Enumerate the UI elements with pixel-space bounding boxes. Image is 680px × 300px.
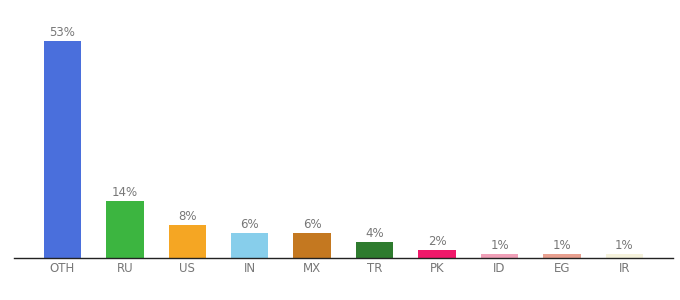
Text: 2%: 2%: [428, 235, 446, 248]
Text: 8%: 8%: [178, 210, 197, 223]
Text: 6%: 6%: [303, 218, 322, 231]
Text: 53%: 53%: [50, 26, 75, 39]
Bar: [418, 250, 456, 258]
Bar: [294, 233, 331, 258]
Text: 6%: 6%: [241, 218, 259, 231]
Bar: [481, 254, 518, 258]
Text: 1%: 1%: [553, 239, 571, 252]
Bar: [543, 254, 581, 258]
Text: 1%: 1%: [615, 239, 634, 252]
Text: 14%: 14%: [112, 186, 138, 199]
Text: 4%: 4%: [365, 226, 384, 240]
Bar: [169, 225, 206, 258]
Bar: [356, 242, 393, 258]
Text: 1%: 1%: [490, 239, 509, 252]
Bar: [231, 233, 269, 258]
Bar: [606, 254, 643, 258]
Bar: [44, 41, 81, 258]
Bar: [106, 201, 143, 258]
